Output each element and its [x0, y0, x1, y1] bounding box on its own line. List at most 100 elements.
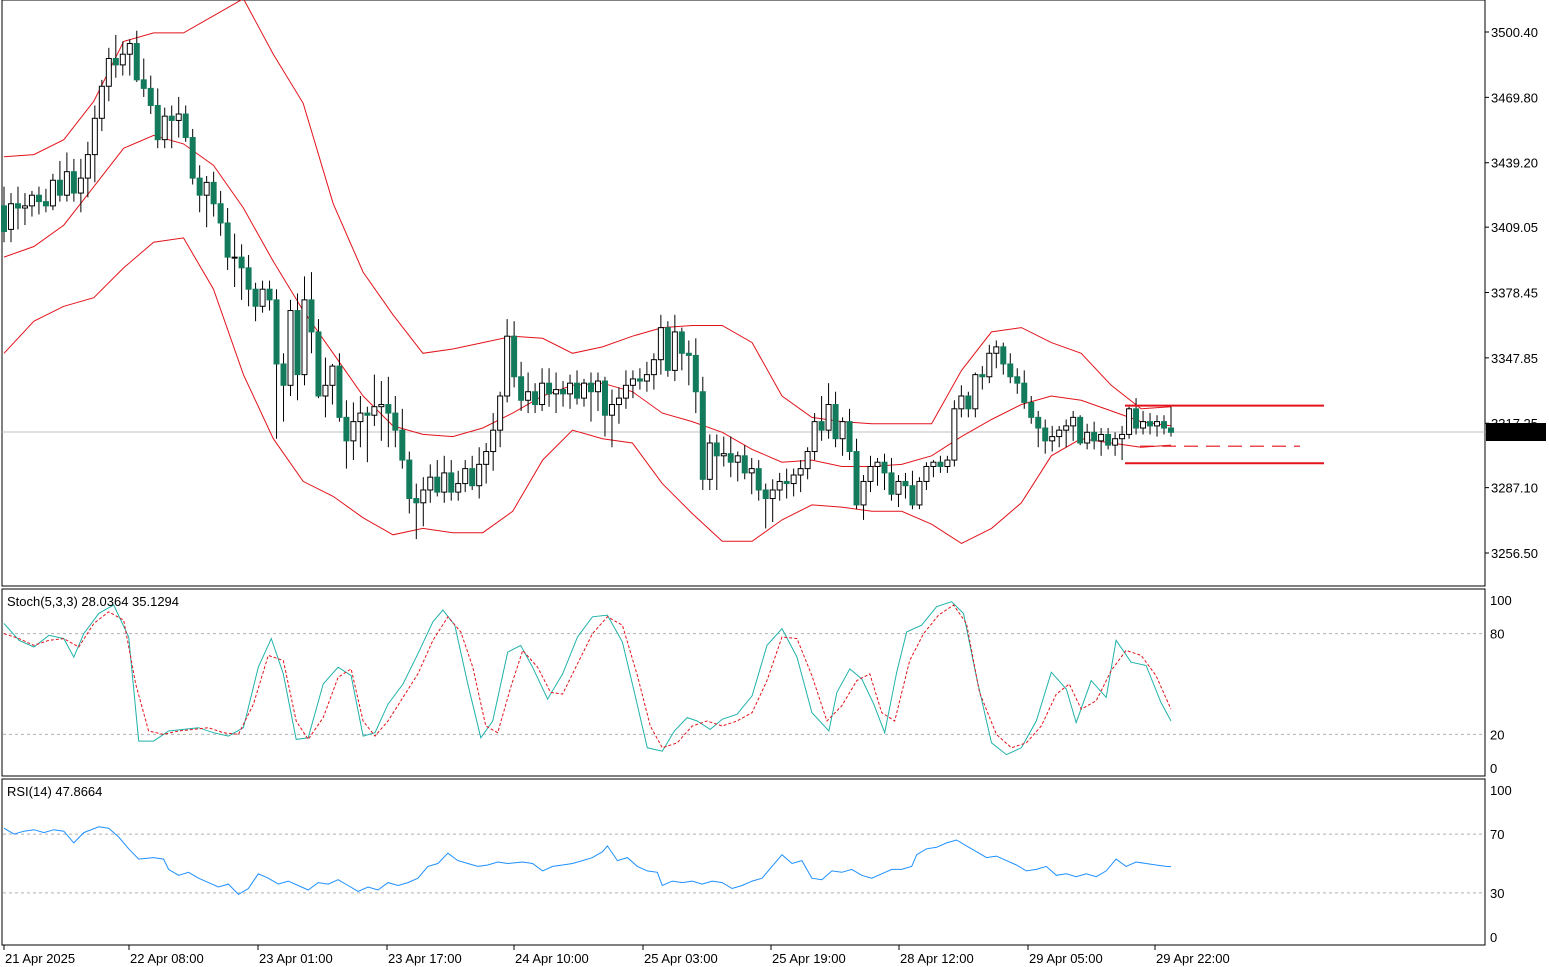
candle[interactable] [266, 280, 273, 311]
candle[interactable] [1056, 425, 1063, 448]
candle[interactable] [1112, 432, 1119, 456]
candle[interactable] [1021, 370, 1028, 409]
candle[interactable] [1, 186, 7, 243]
candle[interactable] [154, 88, 161, 149]
candle[interactable] [804, 447, 811, 480]
candle[interactable] [28, 190, 35, 217]
candle[interactable] [923, 462, 930, 490]
candle[interactable] [720, 436, 727, 467]
candle[interactable] [385, 376, 392, 448]
candle[interactable] [1000, 342, 1007, 375]
candle[interactable] [608, 389, 615, 448]
candle[interactable] [867, 455, 874, 493]
candle[interactable] [315, 319, 322, 399]
candle[interactable] [210, 171, 217, 217]
candle[interactable] [56, 161, 63, 202]
candle[interactable] [217, 190, 224, 236]
candle[interactable] [951, 400, 958, 467]
candle[interactable] [1140, 410, 1147, 435]
candle[interactable] [734, 451, 741, 482]
candle[interactable] [643, 361, 650, 392]
candle[interactable] [392, 395, 399, 448]
candle[interactable] [84, 141, 91, 198]
candle[interactable] [371, 374, 378, 426]
candle[interactable] [567, 374, 574, 409]
candle[interactable] [993, 340, 1000, 369]
candle[interactable] [119, 41, 126, 76]
candle[interactable] [196, 165, 203, 213]
candle[interactable] [91, 105, 98, 183]
candle[interactable] [7, 193, 14, 243]
candle[interactable] [965, 391, 972, 418]
candle[interactable] [63, 152, 70, 202]
candle[interactable] [888, 457, 895, 501]
candle[interactable] [825, 383, 832, 439]
candle[interactable] [42, 188, 49, 213]
candle[interactable] [853, 438, 860, 510]
candle[interactable] [650, 353, 657, 390]
candle[interactable] [70, 158, 77, 202]
candle[interactable] [1126, 406, 1133, 439]
candle[interactable] [140, 58, 147, 97]
candle[interactable] [448, 460, 455, 501]
candle[interactable] [539, 368, 546, 411]
candle[interactable] [860, 475, 867, 520]
candle[interactable] [546, 368, 553, 407]
candle[interactable] [406, 451, 413, 514]
rsi-panel[interactable] [1, 778, 1486, 946]
candle[interactable] [1042, 419, 1049, 454]
candle[interactable] [378, 381, 385, 441]
candle[interactable] [622, 370, 629, 409]
candle[interactable] [350, 402, 357, 461]
candle[interactable] [532, 383, 539, 414]
candle[interactable] [839, 417, 846, 456]
candle[interactable] [636, 368, 643, 390]
stochastic-panel[interactable] [1, 588, 1486, 777]
candle[interactable] [280, 353, 287, 422]
candle[interactable] [581, 378, 588, 407]
candle[interactable] [231, 233, 238, 288]
candle[interactable] [1091, 421, 1098, 450]
candle[interactable] [420, 477, 427, 527]
candlestick-series[interactable] [1, 30, 1174, 540]
candle[interactable] [811, 413, 818, 461]
candle[interactable] [483, 442, 490, 484]
candle[interactable] [783, 468, 790, 499]
candle[interactable] [161, 107, 168, 149]
candle[interactable] [273, 289, 280, 439]
candle[interactable] [469, 455, 476, 490]
candle[interactable] [1035, 410, 1042, 448]
candle[interactable] [14, 186, 21, 230]
candle[interactable] [441, 455, 448, 503]
candle[interactable] [35, 186, 42, 215]
candle[interactable] [958, 385, 965, 418]
candle[interactable] [909, 470, 916, 510]
candle[interactable] [336, 353, 343, 422]
candle[interactable] [657, 314, 664, 375]
candle[interactable] [294, 293, 301, 401]
price-panel[interactable] [1, 0, 1486, 587]
candle[interactable] [699, 376, 706, 490]
candle[interactable] [1014, 368, 1021, 394]
candle[interactable] [133, 30, 140, 82]
candle[interactable] [1049, 425, 1056, 452]
candle[interactable] [944, 455, 951, 473]
candle[interactable] [1147, 413, 1154, 435]
candle[interactable] [329, 363, 336, 405]
candle[interactable] [769, 479, 776, 523]
candle[interactable] [518, 361, 525, 411]
candle[interactable] [692, 338, 699, 414]
candle[interactable] [601, 376, 608, 437]
candle[interactable] [874, 457, 881, 486]
candle[interactable] [902, 472, 909, 499]
candle[interactable] [706, 434, 713, 490]
candle[interactable] [713, 434, 720, 490]
candle[interactable] [762, 483, 769, 529]
candle[interactable] [245, 255, 252, 307]
candle[interactable] [49, 173, 56, 211]
candle[interactable] [1084, 423, 1091, 450]
candle[interactable] [462, 460, 469, 493]
candle[interactable] [1063, 419, 1070, 448]
candle[interactable] [189, 128, 196, 185]
